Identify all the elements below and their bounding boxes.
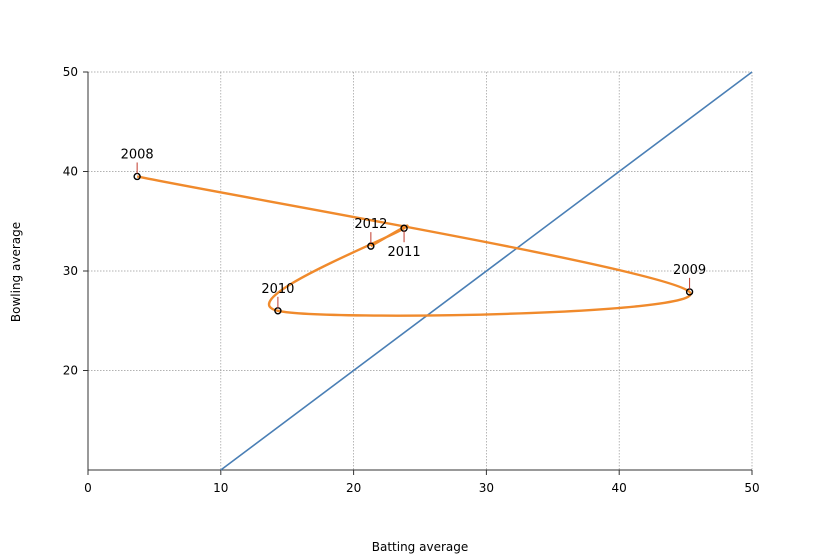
reference-line <box>220 71 753 471</box>
y-tick-label: 40 <box>63 165 78 179</box>
point-label-2012: 2012 <box>354 217 387 232</box>
x-tick-label: 40 <box>612 481 627 495</box>
y-tick-label: 50 <box>63 65 78 79</box>
point-label-2009: 2009 <box>673 263 706 278</box>
trajectory-line <box>136 175 692 317</box>
x-tick-label: 50 <box>744 481 759 495</box>
axes <box>83 71 753 475</box>
x-tick-label: 20 <box>346 481 361 495</box>
grid <box>88 71 753 470</box>
point-label-2010: 2010 <box>261 282 294 297</box>
series <box>133 71 753 471</box>
x-tick-label: 30 <box>479 481 494 495</box>
y-axis-title: Bowling average <box>9 222 23 322</box>
point-label-2011: 2011 <box>388 245 421 260</box>
x-tick-label: 0 <box>84 481 92 495</box>
point-label-2008: 2008 <box>121 147 154 162</box>
x-axis-title: Batting average <box>372 540 469 554</box>
y-tick-label: 30 <box>63 264 78 278</box>
tick-labels: 0 10 20 30 40 50 20 30 40 50 <box>63 65 760 495</box>
y-tick-label: 20 <box>63 364 78 378</box>
x-tick-label: 10 <box>213 481 228 495</box>
